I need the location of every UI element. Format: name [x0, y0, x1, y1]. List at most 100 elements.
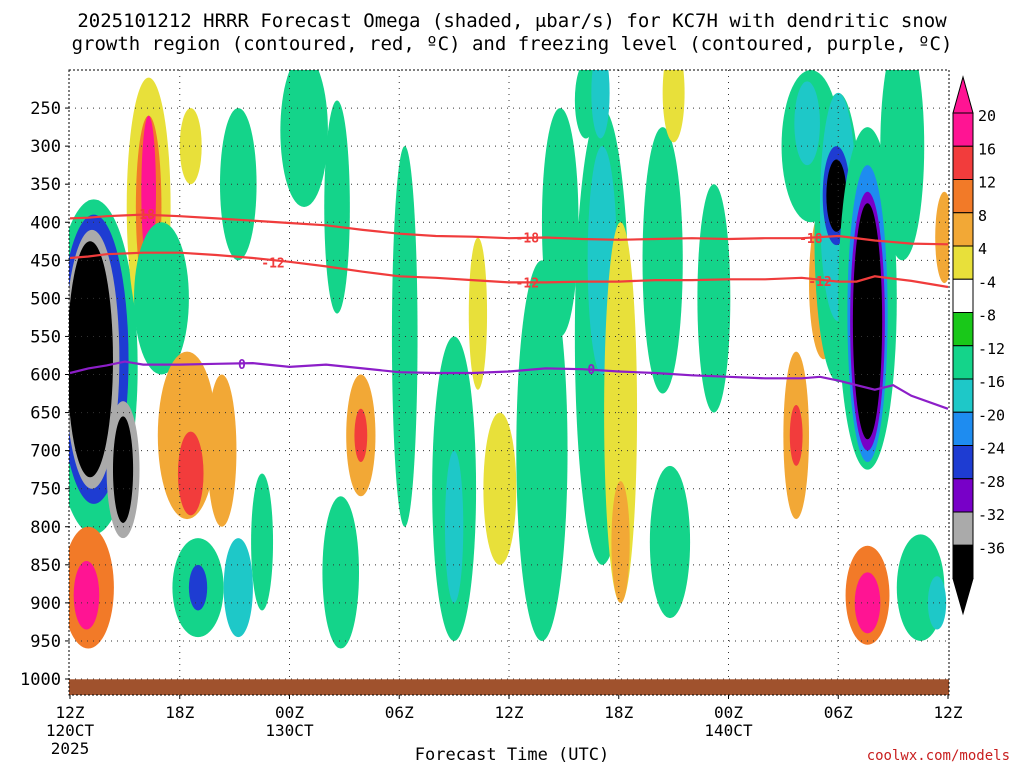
omega-region-40 [649, 465, 691, 619]
grid-lines [69, 70, 949, 695]
omega-region-61 [927, 576, 947, 630]
y-tick-label-1000: 1000 [20, 670, 61, 690]
contour-label-3: -18 [516, 231, 540, 246]
colorbar-segment-6 [952, 312, 974, 347]
y-tick-label-650: 650 [30, 404, 61, 424]
omega-region-28 [444, 450, 464, 603]
omega-region-11 [179, 108, 202, 185]
y-tick-label-400: 400 [30, 213, 61, 233]
dgz-minus18-line [69, 213, 949, 246]
x-tick-label-6-1: 140CT [704, 721, 753, 740]
contour-label-6: -18 [799, 232, 823, 247]
omega-region-42 [662, 70, 685, 143]
colorbar-segment-5 [952, 278, 974, 313]
omega-region-30 [483, 412, 517, 565]
y-tick-label-750: 750 [30, 480, 61, 500]
omega-region-19 [251, 473, 274, 611]
colorbar-segment-13 [952, 544, 974, 579]
x-tick-label-0-2: 2025 [51, 739, 90, 758]
omega-region-32 [541, 108, 579, 337]
x-tick-label-3-0: 06Z [385, 703, 414, 722]
dgz-minus12-line [69, 251, 949, 289]
omega-region-17 [188, 564, 208, 611]
omega-region-62 [935, 191, 949, 284]
omega-region-14 [177, 431, 204, 516]
omega-region-15 [207, 374, 237, 527]
freezing-level-line [69, 360, 949, 410]
omega-region-39 [642, 127, 683, 394]
terrain-bar [69, 679, 949, 695]
omega-region-31 [516, 260, 568, 641]
x-tick-label-8-0: 12Z [934, 703, 963, 722]
y-tick-label-700: 700 [30, 442, 61, 462]
contour-label-5: 0 [587, 363, 595, 378]
colorbar-label-0: 20 [978, 107, 996, 125]
y-tick-label-950: 950 [30, 632, 61, 652]
omega-region-22 [324, 100, 350, 314]
contour-label-2: 0 [238, 358, 246, 373]
omega-shading [69, 70, 949, 649]
omega-region-24 [354, 408, 368, 463]
omega-region-25 [322, 496, 360, 649]
x-tick-label-7-0: 06Z [824, 703, 853, 722]
colorbar-label-13: -36 [978, 539, 1005, 557]
colorbar-label-8: -16 [978, 373, 1005, 391]
omega-region-29 [468, 237, 488, 390]
colorbar-label-4: 4 [978, 240, 987, 258]
colorbar-label-3: 8 [978, 207, 987, 225]
omega-region-5 [112, 416, 134, 523]
colorbar-segment-2 [952, 179, 974, 214]
x-tick-label-0-1: 120CT [46, 721, 95, 740]
omega-region-36 [591, 70, 610, 139]
colorbar-label-7: -12 [978, 340, 1005, 358]
omega-region-48 [794, 81, 820, 166]
omega-region-18 [223, 538, 253, 638]
x-tick-label-2-1: 130CT [265, 721, 314, 740]
colorbar-label-2: 12 [978, 174, 996, 192]
colorbar-segment-7 [952, 345, 974, 380]
colorbar-segment-3 [952, 212, 974, 247]
colorbar-segment-12 [952, 511, 974, 546]
omega-region-10 [73, 561, 100, 630]
colorbar-segment-0 [952, 112, 974, 147]
omega-region-12 [134, 222, 189, 375]
colorbar-segment-1 [952, 145, 974, 180]
colorbar-segment-10 [952, 445, 974, 480]
colorbar-label-6: -8 [978, 307, 996, 325]
x-tick-label-4-0: 12Z [495, 703, 524, 722]
y-tick-label-350: 350 [30, 175, 61, 195]
omega-region-20 [219, 108, 257, 261]
colorbar-segment-11 [952, 478, 974, 513]
omega-region-37 [604, 222, 638, 603]
omega-region-44 [789, 404, 803, 466]
y-tick-label-900: 900 [30, 594, 61, 614]
credit-text[interactable]: coolwx.com/models [866, 748, 1010, 764]
y-tick-label-300: 300 [30, 137, 61, 157]
omega-region-38 [611, 481, 630, 603]
chart-title-line-1: 2025101212 HRRR Forecast Omega (shaded, … [77, 10, 947, 32]
omega-region-57 [880, 70, 925, 261]
y-tick-label-250: 250 [30, 99, 61, 119]
contour-lines: -18 -12 0 -18 -12 0 -18 -12 [69, 208, 949, 410]
omega-region-52 [826, 159, 847, 232]
y-tick-label-500: 500 [30, 289, 61, 309]
omega-region-41 [697, 184, 731, 413]
y-tick-label-450: 450 [30, 251, 61, 271]
colorbar-top-arrow [952, 75, 974, 114]
contour-label-0: -18 [131, 208, 155, 223]
omega-region-21 [280, 70, 328, 208]
colorbar-label-9: -20 [978, 406, 1005, 424]
colorbar-segment-4 [952, 245, 974, 280]
y-tick-label-800: 800 [30, 518, 61, 538]
y-tick-label-550: 550 [30, 327, 61, 347]
y-tick-label-600: 600 [30, 366, 61, 386]
terrain [69, 679, 949, 695]
omega-region-26 [391, 146, 418, 527]
y-tick-label-850: 850 [30, 556, 61, 576]
omega-region-3 [69, 241, 113, 478]
contour-label-7: -12 [808, 275, 831, 290]
colorbar-label-12: -32 [978, 506, 1005, 524]
x-axis-label: Forecast Time (UTC) [414, 745, 610, 765]
colorbar: 20 16 12 8 4 -4 -8 -12 -16 -20 -24 -28 -32 -36 [952, 75, 1005, 616]
